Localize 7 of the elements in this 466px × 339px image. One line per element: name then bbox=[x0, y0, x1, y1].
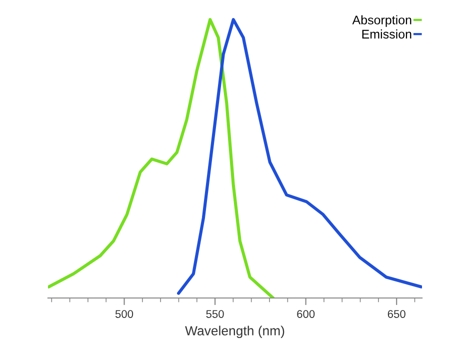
legend-label: Absorption bbox=[352, 15, 412, 27]
x-tick-label: 600 bbox=[297, 310, 315, 318]
x-tick-label: 500 bbox=[115, 310, 134, 318]
legend-label: Emission bbox=[362, 29, 412, 39]
x-tick-label: 550 bbox=[206, 310, 224, 318]
x-axis-title: Wavelength (nm) bbox=[185, 326, 284, 338]
x-tick-label: 650 bbox=[388, 310, 406, 318]
